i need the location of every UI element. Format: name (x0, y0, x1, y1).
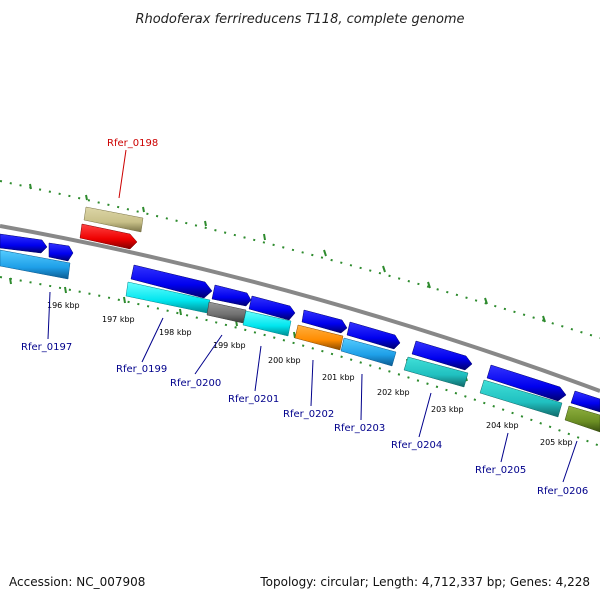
kbp-label-201: 201 kbp (322, 373, 355, 382)
kbp-label-197: 197 kbp (102, 315, 135, 324)
kbp-label-196: 196 kbp (47, 301, 80, 310)
gene-label-rfer-0201[interactable]: Rfer_0201 (228, 394, 279, 405)
gene-rfer-0199-arrow[interactable] (130, 264, 213, 299)
gene-rfer-0197-reverse-block[interactable] (0, 249, 71, 280)
gene-rfer-0202-block[interactable] (294, 324, 344, 351)
gene-label-rfer-0204[interactable]: Rfer_0204 (391, 440, 442, 451)
gene-rfer-0199-block[interactable] (125, 281, 211, 314)
kbp-label-200: 200 kbp (268, 356, 301, 365)
kbp-ruler-labels: 196 kbp 197 kbp 198 kbp 199 kbp 200 kbp … (47, 301, 573, 447)
gene-label-rfer-0203[interactable]: Rfer_0203 (334, 423, 385, 434)
gene-rfer-0198-arrow[interactable] (79, 223, 138, 250)
kbp-label-202: 202 kbp (377, 388, 410, 397)
gene-labels: Rfer_0197 Rfer_0198 Rfer_0199 Rfer_0200 … (21, 138, 588, 497)
genome-summary-text: Topology: circular; Length: 4,712,337 bp… (259, 575, 590, 589)
kbp-label-203: 203 kbp (431, 405, 464, 414)
genome-backbone (0, 224, 600, 393)
gene-label-rfer-0198[interactable]: Rfer_0198 (107, 138, 158, 149)
gene-rfer-0206-block[interactable] (564, 405, 600, 433)
gene-rfer-0200-arrow[interactable] (211, 284, 252, 307)
kbp-label-205: 205 kbp (540, 438, 573, 447)
gene-rfer-0197-arrow[interactable] (48, 242, 74, 262)
outer-major-ticks (29, 183, 546, 323)
gene-label-rfer-0197[interactable]: Rfer_0197 (21, 342, 72, 353)
gene-label-rfer-0205[interactable]: Rfer_0205 (475, 465, 526, 476)
kbp-label-204: 204 kbp (486, 421, 519, 430)
gene-label-rfer-0206[interactable]: Rfer_0206 (537, 486, 588, 497)
gene-rfer-0201-arrow[interactable] (248, 295, 296, 321)
gene-rfer-0206-arrow[interactable] (570, 390, 600, 413)
gene-rfer-0204-block[interactable] (403, 356, 469, 388)
gene-rfer-0205-arrow[interactable] (486, 364, 567, 402)
kbp-label-198: 198 kbp (159, 328, 192, 337)
gene-rfer-0201-block[interactable] (242, 310, 292, 337)
gene-rfer-0203-arrow[interactable] (346, 321, 401, 350)
gene-rfer-0198-block[interactable] (83, 206, 144, 233)
outer-dotted-track (0, 180, 600, 339)
gene-rfer-0205-block[interactable] (479, 379, 563, 418)
gene-rfer-0202-arrow[interactable] (301, 309, 348, 334)
gene-rfer-0204-arrow[interactable] (411, 340, 473, 371)
gene-label-rfer-0200[interactable]: Rfer_0200 (170, 378, 221, 389)
label-leader-lines (47, 149, 578, 483)
gene-rfer-0196-arrow[interactable] (0, 233, 48, 254)
gene-features (0, 206, 600, 433)
genome-title: Rhodoferax ferrireducens T118, complete … (135, 12, 464, 27)
gene-rfer-0203-block[interactable] (340, 337, 397, 367)
gene-label-rfer-0199[interactable]: Rfer_0199 (116, 364, 167, 375)
kbp-label-199: 199 kbp (213, 341, 246, 350)
accession-text: Accession: NC_007908 (9, 575, 145, 589)
gene-rfer-0200-block[interactable] (206, 301, 247, 324)
gene-label-rfer-0202[interactable]: Rfer_0202 (283, 409, 334, 420)
